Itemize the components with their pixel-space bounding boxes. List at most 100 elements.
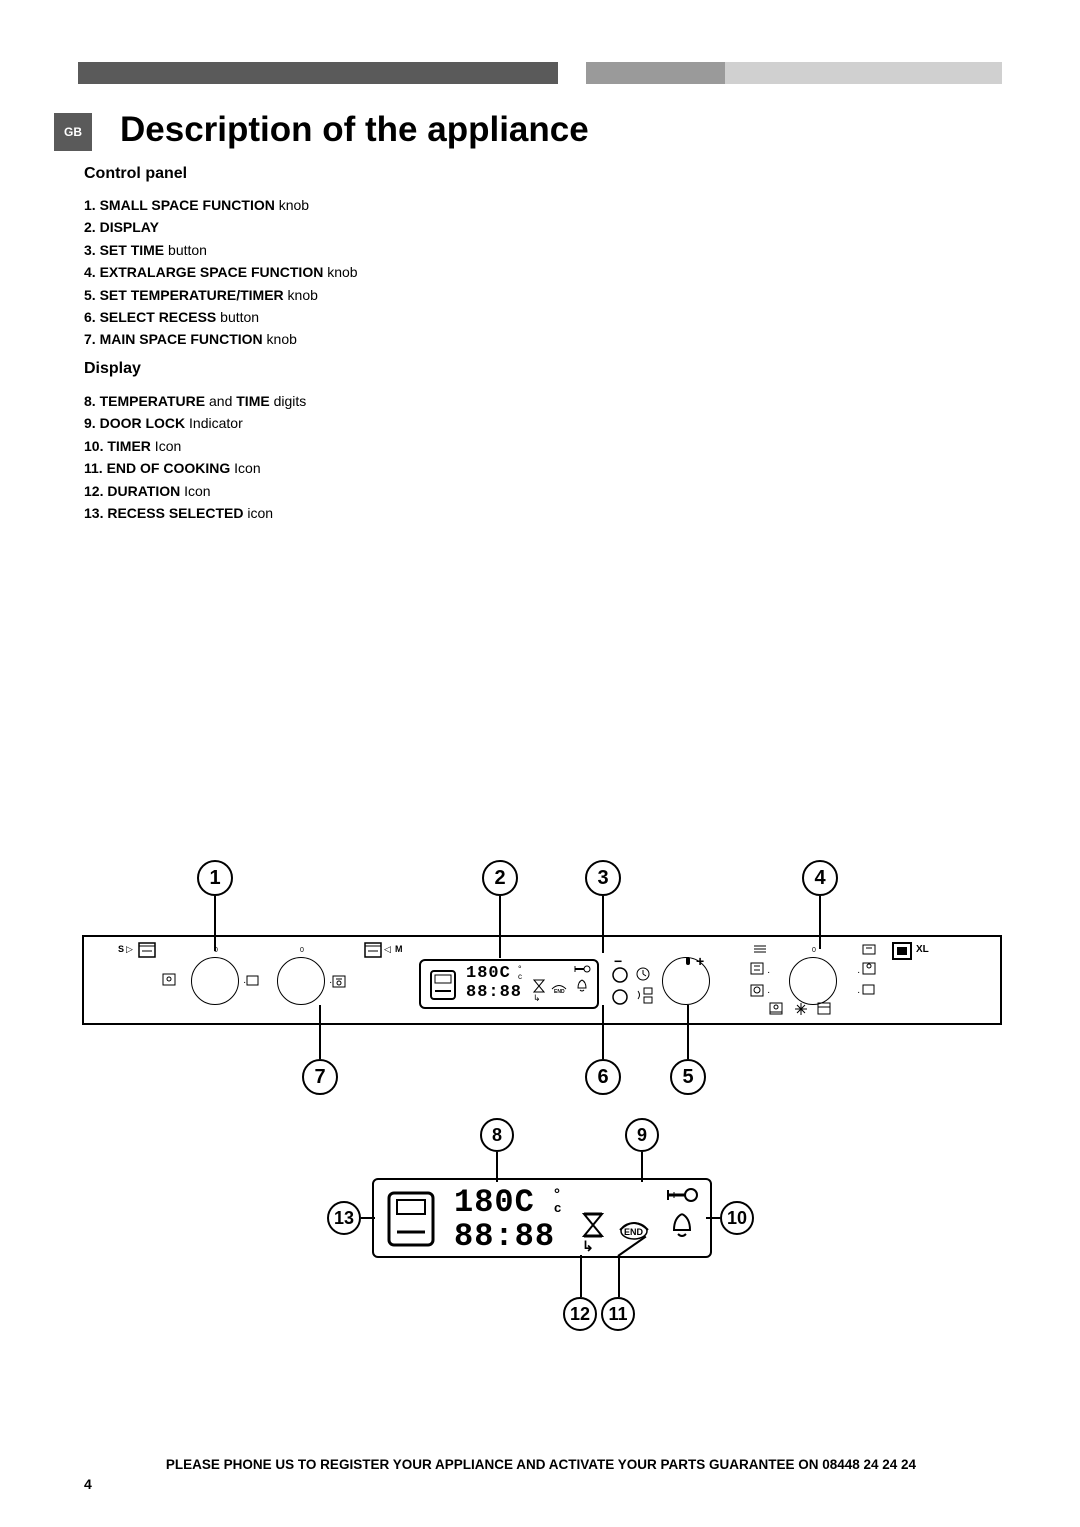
mode-icon bbox=[332, 975, 346, 988]
callout-2: 2 bbox=[482, 860, 518, 896]
callout-line bbox=[319, 1005, 321, 1059]
time-digits-large: 88:88 bbox=[454, 1218, 555, 1255]
dot-icon: · bbox=[857, 987, 860, 998]
mode-icon bbox=[752, 944, 768, 954]
callout-10: 10 bbox=[720, 1201, 754, 1235]
item-suffix: Icon bbox=[230, 460, 260, 476]
callout-line bbox=[706, 1217, 720, 1219]
page-title: Description of the appliance bbox=[120, 110, 589, 150]
diagram-area: 1 2 3 4 S ▷ 0 · 0 · ◁ M 180C bbox=[82, 860, 1002, 1340]
item-num: 10. bbox=[84, 438, 107, 454]
triangle-right-icon: ▷ bbox=[126, 944, 133, 955]
section-display-title: Display bbox=[84, 360, 141, 378]
control-panel-list: 1. SMALL SPACE FUNCTION knob 2. DISPLAY … bbox=[84, 194, 358, 351]
zero-label: 0 bbox=[812, 947, 816, 954]
header-bar-gap bbox=[558, 62, 586, 84]
mode-icon bbox=[817, 1002, 831, 1015]
callout-line bbox=[602, 1005, 604, 1059]
item-num: 9. bbox=[84, 415, 96, 431]
callout-line bbox=[618, 1255, 620, 1297]
item-num: 12. bbox=[84, 483, 107, 499]
knob-small-space: 0 bbox=[191, 957, 239, 1005]
list-item: 6. SELECT RECESS button bbox=[84, 306, 358, 328]
item-num: 4. bbox=[84, 264, 96, 280]
end-icon: END bbox=[551, 981, 567, 995]
item-bold: EXTRALARGE SPACE FUNCTION bbox=[100, 264, 324, 280]
header-bar-light bbox=[725, 62, 1002, 84]
item-bold: DISPLAY bbox=[100, 219, 159, 235]
c-symbol: c bbox=[554, 1200, 561, 1215]
item-num: 6. bbox=[84, 309, 96, 325]
dot-icon: · bbox=[329, 977, 332, 988]
item-num: 3. bbox=[84, 242, 96, 258]
display-list: 8. TEMPERATURE and TIME digits 9. DOOR L… bbox=[84, 390, 306, 524]
item-suffix: knob bbox=[284, 287, 318, 303]
item-num: 13. bbox=[84, 505, 107, 521]
triangle-left-icon: ◁ bbox=[384, 944, 391, 955]
lock-icon bbox=[573, 964, 591, 974]
item-bold: TEMPERATURE bbox=[100, 393, 206, 409]
oven-icon bbox=[892, 942, 912, 960]
section-control-panel-title: Control panel bbox=[84, 165, 187, 183]
item-bold: TIMER bbox=[107, 438, 151, 454]
item-mid: and bbox=[205, 393, 236, 409]
item-suffix: button bbox=[164, 242, 207, 258]
circle-button bbox=[612, 967, 628, 983]
temp-digits-large: 180C bbox=[454, 1184, 535, 1221]
language-badge: GB bbox=[54, 113, 92, 151]
mode-icon bbox=[162, 973, 176, 986]
arrow-icon: ↳ bbox=[533, 993, 541, 1004]
lock-icon bbox=[664, 1186, 698, 1204]
header-bar-mid bbox=[586, 62, 725, 84]
time-digits: 88:88 bbox=[466, 983, 522, 1002]
item-bold: SELECT RECESS bbox=[100, 309, 217, 325]
m-label: M bbox=[395, 944, 403, 954]
dot-icon: · bbox=[857, 967, 860, 978]
mode-icon bbox=[246, 975, 259, 986]
panel-display: 180C 88:88 ° c ↳ END bbox=[419, 959, 599, 1009]
mode-icon bbox=[862, 944, 876, 955]
item-suffix: Indicator bbox=[185, 415, 243, 431]
recess-icon bbox=[429, 969, 457, 1001]
bell-icon bbox=[670, 1212, 694, 1240]
item-bold: RECESS SELECTED bbox=[107, 505, 243, 521]
item-suffix: knob bbox=[263, 331, 297, 347]
hourglass-icon bbox=[582, 1212, 604, 1238]
item-bold: DURATION bbox=[107, 483, 180, 499]
temp-digits: 180C bbox=[466, 964, 511, 983]
dot-icon: · bbox=[767, 987, 770, 998]
defrost-icon bbox=[794, 1002, 808, 1016]
spacer bbox=[580, 1255, 622, 1257]
callout-7: 7 bbox=[302, 1059, 338, 1095]
mode-icon bbox=[769, 1002, 783, 1015]
callout-4: 4 bbox=[802, 860, 838, 896]
list-item: 8. TEMPERATURE and TIME digits bbox=[84, 390, 306, 412]
mode-icon bbox=[750, 984, 764, 997]
oven-icon bbox=[364, 942, 382, 958]
mode-icon bbox=[862, 962, 876, 975]
dot-icon: · bbox=[243, 977, 246, 988]
svg-text:END: END bbox=[624, 1227, 644, 1237]
item-bold: MAIN SPACE FUNCTION bbox=[100, 331, 263, 347]
list-item: 13. RECESS SELECTED icon bbox=[84, 502, 306, 524]
callout-6: 6 bbox=[585, 1059, 621, 1095]
callout-13: 13 bbox=[327, 1201, 361, 1235]
bell-icon bbox=[576, 979, 589, 994]
callout-line bbox=[687, 1005, 689, 1059]
callout-1: 1 bbox=[197, 860, 233, 896]
control-panel-box: S ▷ 0 · 0 · ◁ M 180C 88:88 ° c ↳ END bbox=[82, 935, 1002, 1025]
item-num: 2. bbox=[84, 219, 96, 235]
clock-icon bbox=[636, 967, 650, 981]
display-detail: 180C 88:88 ° c ↳ END bbox=[372, 1178, 712, 1258]
item-suffix: icon bbox=[244, 505, 274, 521]
item-suffix: Icon bbox=[151, 438, 181, 454]
callout-9: 9 bbox=[625, 1118, 659, 1152]
circle-button bbox=[612, 989, 628, 1005]
list-item: 5. SET TEMPERATURE/TIMER knob bbox=[84, 284, 358, 306]
svg-text:END: END bbox=[554, 989, 565, 995]
xl-label: XL bbox=[916, 944, 929, 955]
header-bars bbox=[78, 62, 1002, 84]
s-label: S bbox=[118, 944, 124, 954]
callout-3: 3 bbox=[585, 860, 621, 896]
recess-icon bbox=[386, 1190, 436, 1248]
